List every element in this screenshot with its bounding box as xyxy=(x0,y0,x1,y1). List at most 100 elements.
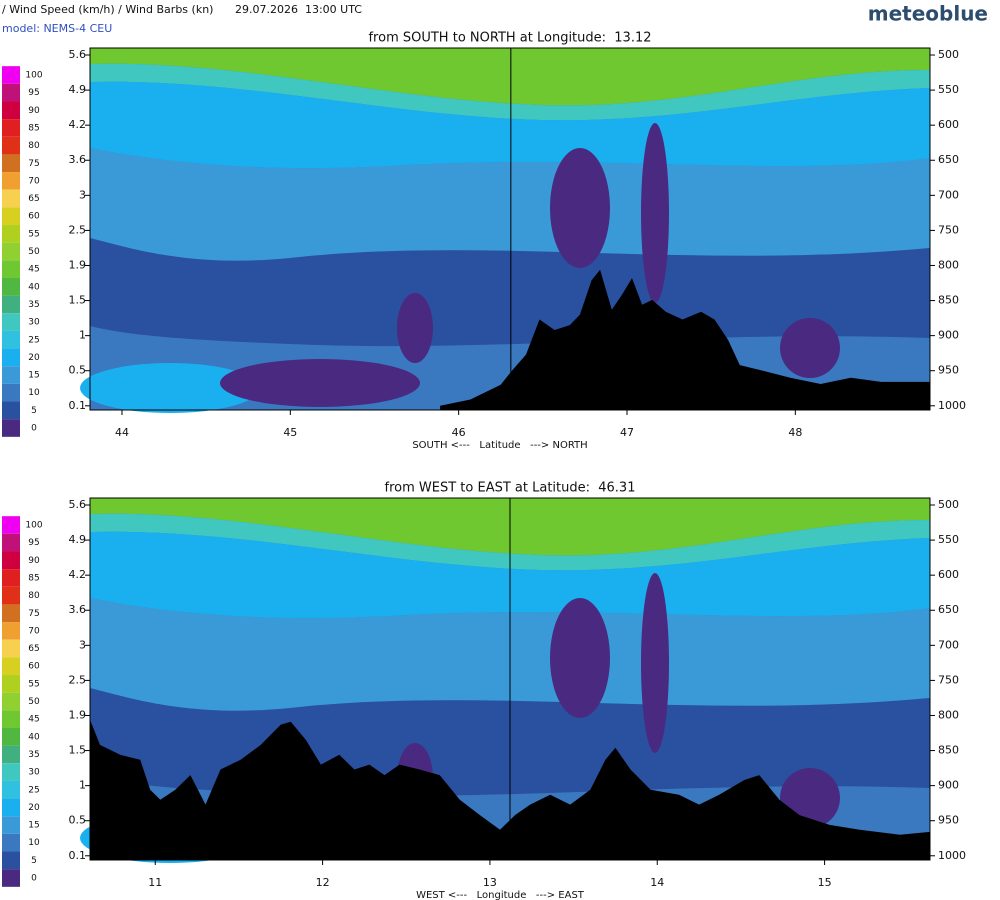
y-tick-label: 0.5 xyxy=(69,814,87,827)
colorbar-label: 65 xyxy=(28,194,39,204)
y2-tick-label: 650 xyxy=(938,153,959,166)
y-tick-label: 1.9 xyxy=(69,258,87,271)
colorbar-cell xyxy=(2,101,20,120)
colorbar-cell xyxy=(2,569,20,587)
y2-tick-label: 600 xyxy=(938,118,959,131)
y2-tick-label: 650 xyxy=(938,603,959,616)
colorbar-cell xyxy=(2,366,20,384)
colorbar-cell xyxy=(2,136,20,155)
colorbar-cell xyxy=(2,330,20,349)
colorbar-cell xyxy=(2,66,20,84)
wind-speed-area xyxy=(90,513,930,571)
x-tick-label: 47 xyxy=(620,426,634,439)
colorbar-label: 60 xyxy=(28,662,40,672)
model-label: model: NEMS-4 CEU xyxy=(2,22,112,35)
colorbar-cell xyxy=(2,225,20,243)
x-tick-label: 13 xyxy=(483,876,497,889)
y-tick-label: 5.6 xyxy=(69,48,87,61)
colorbar-cell xyxy=(2,207,20,226)
y-tick-label: 0.5 xyxy=(69,364,87,377)
wind-field xyxy=(80,48,930,413)
colorbar-label: 50 xyxy=(28,247,40,257)
colorbar-label: 75 xyxy=(28,609,39,619)
wind-speed-area xyxy=(641,573,669,753)
colorbar-cell xyxy=(2,419,20,437)
panel-title: from WEST to EAST at Latitude: 46.31 xyxy=(385,481,636,496)
colorbar-label: 70 xyxy=(28,626,40,636)
y2-tick-label: 550 xyxy=(938,83,959,96)
colorbar-label: 0 xyxy=(31,424,37,434)
colorbar-label: 75 xyxy=(28,159,39,169)
colorbar-label: 70 xyxy=(28,176,40,186)
wind-speed-area xyxy=(90,238,930,347)
x-axis-label: WEST <--- Longitude ---> EAST xyxy=(416,890,585,900)
y2-tick-label: 750 xyxy=(938,223,959,236)
wind-speed-area xyxy=(550,598,610,718)
colorbar-label: 20 xyxy=(28,353,40,363)
y2-tick-label: 700 xyxy=(938,638,959,651)
colorbar-cell xyxy=(2,260,20,278)
y-tick-label: 3 xyxy=(79,638,86,651)
colorbar-cell xyxy=(2,401,20,420)
wind-speed-area xyxy=(90,48,930,106)
colorbar-cell xyxy=(2,83,20,102)
y-tick-label: 4.2 xyxy=(69,118,87,131)
wind-speed-area xyxy=(550,148,610,268)
x-tick-label: 46 xyxy=(452,426,466,439)
y-tick-label: 1.5 xyxy=(69,744,87,757)
y2-tick-label: 900 xyxy=(938,779,959,792)
colorbar-cell xyxy=(2,710,20,728)
header-time: 29.07.2026 13:00 UTC xyxy=(235,3,362,16)
header-title: / Wind Speed (km/h) / Wind Barbs (kn) xyxy=(2,3,213,16)
x-tick-label: 11 xyxy=(148,876,162,889)
colorbar-cell xyxy=(2,154,20,173)
colorbar-cell xyxy=(2,551,20,570)
colorbar-cell xyxy=(2,604,20,623)
y-tick-label: 5.6 xyxy=(69,498,87,511)
colorbar-label: 85 xyxy=(28,123,39,133)
x-tick-label: 48 xyxy=(788,426,802,439)
y2-tick-label: 1000 xyxy=(938,399,966,412)
wind-speed-area xyxy=(90,81,930,169)
wind-speed-area xyxy=(397,293,433,363)
y-tick-label: 1 xyxy=(79,329,86,342)
colorbar-cell xyxy=(2,692,20,711)
colorbar-cell xyxy=(2,675,20,693)
colorbar-label: 10 xyxy=(28,388,40,398)
panel-title: from SOUTH to NORTH at Longitude: 13.12 xyxy=(368,31,651,46)
y-tick-label: 0.1 xyxy=(69,849,87,862)
x-tick-label: 12 xyxy=(316,876,330,889)
y2-tick-label: 500 xyxy=(938,48,959,61)
colorbar-label: 5 xyxy=(31,856,37,866)
colorbar-label: 35 xyxy=(28,300,39,310)
y-tick-label: 1 xyxy=(79,779,86,792)
y2-tick-label: 600 xyxy=(938,568,959,581)
colorbar-cell xyxy=(2,348,20,367)
plot-frame xyxy=(89,497,931,861)
wind-speed-area xyxy=(90,148,930,261)
y2-tick-label: 750 xyxy=(938,673,959,686)
colorbar-label: 40 xyxy=(28,282,40,292)
colorbar-cell xyxy=(2,798,20,817)
wind-speed-area xyxy=(220,359,420,407)
colorbar-cell xyxy=(2,816,20,834)
colorbar-label: 15 xyxy=(28,821,39,831)
y2-tick-label: 500 xyxy=(938,498,959,511)
y2-tick-label: 800 xyxy=(938,708,959,721)
y2-tick-label: 950 xyxy=(938,364,959,377)
wind-speed-area xyxy=(641,123,669,303)
colorbar-label: 95 xyxy=(28,88,39,98)
colorbar-label: 50 xyxy=(28,697,40,707)
colorbar-label: 65 xyxy=(28,644,39,654)
colorbar-label: 90 xyxy=(28,556,40,566)
y-tick-label: 4.9 xyxy=(69,83,87,96)
colorbar-label: 55 xyxy=(28,679,39,689)
colorbar-label: 60 xyxy=(28,212,40,222)
x-tick-label: 45 xyxy=(283,426,297,439)
colorbar-label: 55 xyxy=(28,229,39,239)
colorbar-cell xyxy=(2,172,20,190)
colorbar-cell xyxy=(2,586,20,605)
y2-tick-label: 850 xyxy=(938,294,959,307)
colorbar-cell xyxy=(2,851,20,870)
